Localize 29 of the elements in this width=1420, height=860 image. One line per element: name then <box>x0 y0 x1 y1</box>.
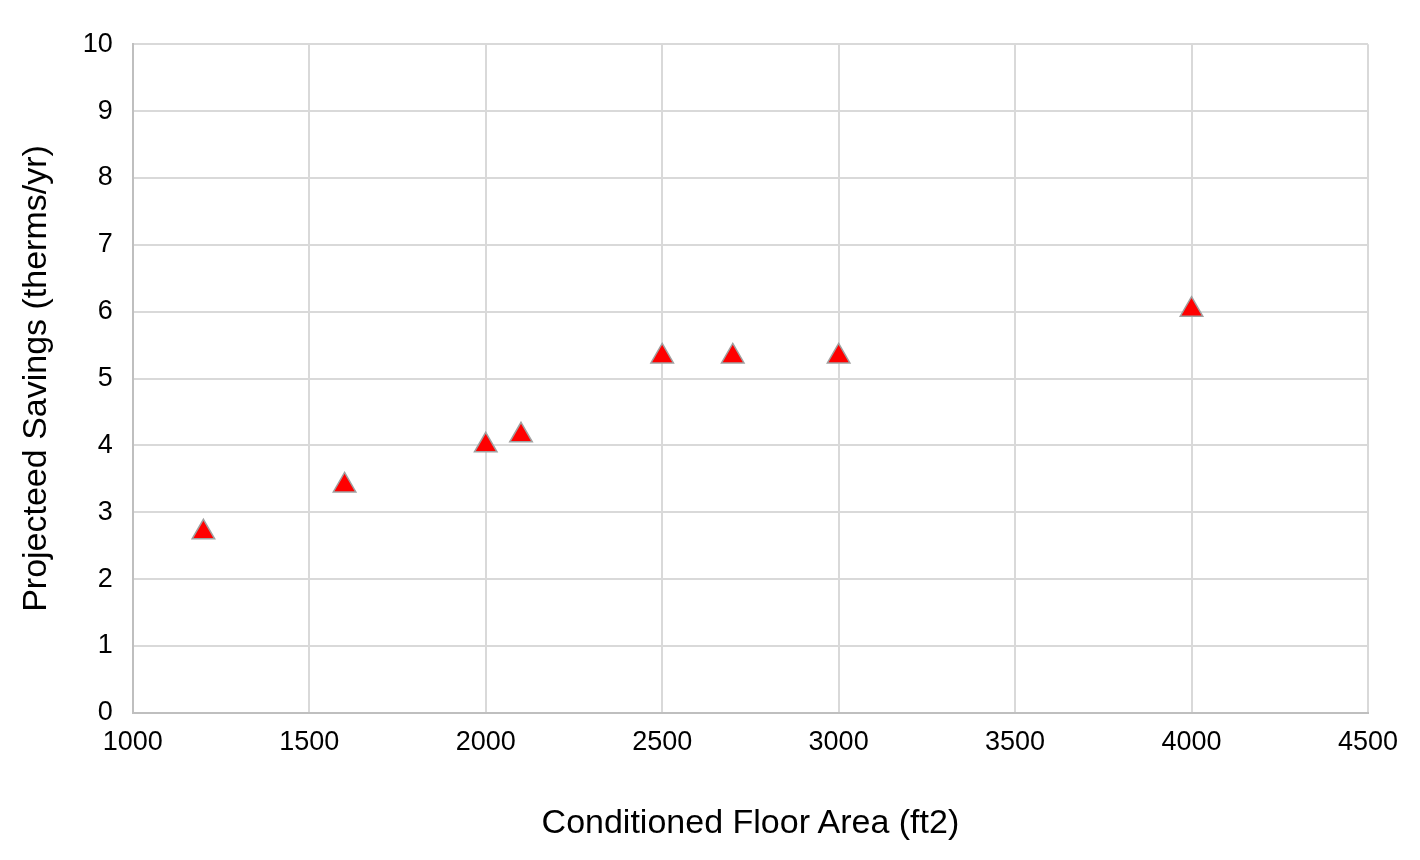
x-axis-title: Conditioned Floor Area (ft2) <box>541 801 960 840</box>
y-tick-label: 6 <box>97 295 113 326</box>
y-tick-label: 3 <box>97 495 113 526</box>
y-tick-label: 1 <box>97 629 113 660</box>
x-tick-label: 1500 <box>279 726 340 757</box>
x-tick-label: 3000 <box>808 726 869 757</box>
point <box>191 518 216 540</box>
y-tick-label: 0 <box>97 696 113 727</box>
y-tick-label: 8 <box>97 161 113 192</box>
y-tick-label: 7 <box>97 228 113 259</box>
y-tick-label: 5 <box>97 361 113 392</box>
x-tick-label: 2000 <box>455 726 516 757</box>
point <box>720 342 745 364</box>
y-tick-label: 4 <box>97 428 113 459</box>
point <box>473 431 498 453</box>
point <box>332 471 357 493</box>
y-tick-label: 10 <box>82 27 113 58</box>
x-tick-label: 4500 <box>1337 726 1399 757</box>
y-axis-title: Projecteed Savings (therms/yr) <box>14 145 53 612</box>
x-tick-label: 1000 <box>102 726 163 757</box>
x-tick-label: 2500 <box>632 726 693 757</box>
point <box>1179 295 1204 317</box>
y-tick-label: 9 <box>97 94 113 125</box>
x-tick-label: 3500 <box>985 726 1046 757</box>
x-tick-label: 4000 <box>1161 726 1222 757</box>
point <box>650 342 675 364</box>
y-tick-label: 2 <box>97 562 113 593</box>
point <box>826 342 851 364</box>
point <box>509 421 534 443</box>
